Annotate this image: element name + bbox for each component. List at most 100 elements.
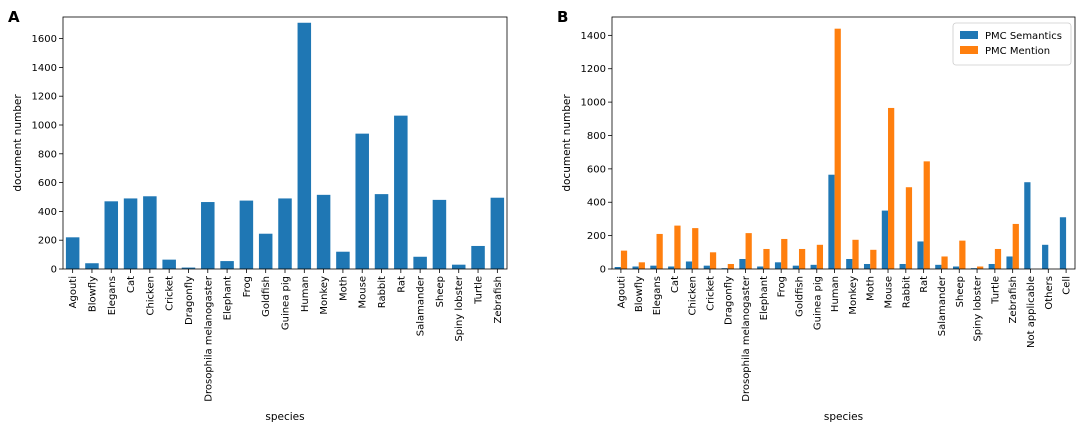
x-tick-label-turtle: Turtle	[990, 276, 1001, 305]
x-tick-label-cricket: Cricket	[165, 276, 176, 311]
x-tick-label-rabbit: Rabbit	[377, 276, 388, 308]
y-tick-label: 200	[587, 231, 606, 242]
bar-document-number-rabbit	[374, 194, 389, 269]
bar-pmc-mention-dragonfly	[727, 263, 734, 269]
x-tick-label-drosophila-melanogaster: Drosophila melanogaster	[203, 275, 214, 402]
bar-document-number-elephant	[220, 261, 234, 269]
y-tick-label: 600	[38, 178, 57, 189]
bar-document-number-sheep	[432, 199, 447, 269]
bar-document-number-cat	[123, 198, 138, 269]
bar-document-number-dragonfly	[181, 267, 196, 269]
bar-pmc-semantics-turtle	[988, 263, 995, 269]
bar-pmc-semantics-others	[1042, 244, 1049, 269]
bar-pmc-mention-blowfly	[638, 262, 645, 269]
y-tick-label: 1000	[581, 98, 606, 109]
x-tick-label-blowfly: Blowfly	[87, 276, 98, 312]
x-tick-label-dragonfly: Dragonfly	[723, 276, 734, 325]
legend-swatch-pmc-semantics	[960, 31, 978, 39]
bar-pmc-mention-elephant	[763, 248, 770, 269]
bar-pmc-mention-elegans	[656, 233, 663, 269]
x-axis-label: species	[824, 411, 863, 423]
bar-pmc-mention-chicken	[692, 228, 699, 269]
bar-pmc-mention-cat	[674, 225, 681, 269]
x-tick-label-frog: Frog	[777, 276, 788, 297]
x-tick-label-human: Human	[300, 276, 311, 312]
bar-pmc-mention-cricket	[709, 252, 717, 269]
bar-pmc-semantics-frog	[774, 262, 782, 269]
x-tick-label-spiny-lobster: Spiny lobster	[973, 275, 984, 341]
bar-pmc-mention-salamander	[941, 256, 948, 269]
bar-pmc-mention-rat	[923, 161, 930, 269]
x-tick-label-goldfish: Goldfish	[261, 276, 272, 317]
x-tick-label-agouti: Agouti	[68, 276, 79, 308]
bar-document-number-cricket	[162, 259, 176, 269]
legend: PMC Semantics PMC Mention	[952, 22, 1072, 66]
y-tick-label: 1600	[32, 34, 57, 45]
x-tick-label-turtle: Turtle	[474, 276, 485, 305]
y-tick-label: 800	[587, 131, 606, 142]
legend-swatch-pmc-mention	[960, 46, 978, 54]
bar-pmc-mention-sheep	[959, 240, 966, 269]
bar-pmc-semantics-human	[828, 174, 835, 269]
bar-pmc-semantics-sheep	[953, 266, 960, 269]
bar-document-number-goldfish	[258, 233, 273, 269]
bar-pmc-mention-drosophila-melanogaster	[745, 233, 752, 269]
bar-pmc-semantics-monkey	[846, 258, 853, 269]
bar-pmc-mention-spiny-lobster	[977, 266, 984, 269]
bar-pmc-semantics-moth	[863, 263, 871, 269]
y-tick-label: 600	[587, 164, 606, 175]
bar-document-number-chicken	[143, 196, 157, 269]
bar-document-number-agouti	[65, 237, 80, 269]
x-tick-label-rat: Rat	[396, 276, 407, 293]
x-tick-label-rabbit: Rabbit	[901, 276, 912, 308]
x-tick-label-zebrafish: Zebrafish	[493, 276, 504, 323]
bar-pmc-mention-frog	[781, 238, 788, 269]
panel-label: A	[8, 8, 20, 26]
bar-pmc-mention-mouse	[888, 107, 895, 269]
bar-pmc-semantics-spiny-lobster	[970, 268, 978, 269]
bar-pmc-semantics-elephant	[757, 266, 764, 269]
bar-document-number-spiny-lobster	[451, 264, 466, 269]
y-tick-label: 1000	[32, 121, 57, 132]
x-tick-label-chicken: Chicken	[688, 276, 699, 316]
bar-pmc-semantics-blowfly	[632, 266, 639, 269]
x-tick-label-mouse: Mouse	[884, 276, 895, 308]
y-tick-label: 400	[587, 198, 606, 209]
x-tick-label-sheep: Sheep	[955, 276, 966, 307]
bar-document-number-frog	[239, 200, 254, 269]
x-tick-label-cat: Cat	[126, 276, 137, 293]
bar-pmc-semantics-salamander	[935, 264, 942, 269]
bar-document-number-mouse	[355, 133, 369, 269]
bar-pmc-mention-guinea-pig	[816, 244, 824, 269]
x-axis-label: species	[265, 411, 304, 423]
x-tick-label-cell: Cell	[1062, 276, 1073, 295]
bar-pmc-mention-human	[834, 28, 841, 270]
bar-document-number-monkey	[316, 194, 331, 269]
x-tick-label-frog: Frog	[242, 276, 253, 297]
y-axis-label: document number	[12, 94, 24, 192]
chart-panel-b: B 0 200 400 600 800 1000 1200 1400 Agouti Blowfly E…	[557, 8, 1076, 423]
bar-pmc-mention-zebrafish	[1012, 223, 1019, 269]
bar-pmc-mention-moth	[870, 249, 877, 269]
bar-pmc-semantics-rabbit	[899, 263, 906, 269]
x-tick-label-elegans: Elegans	[652, 276, 663, 315]
bar-pmc-mention-agouti	[620, 250, 628, 269]
x-tick-label-rat: Rat	[919, 276, 930, 293]
bar-document-number-drosophila-melanogaster	[201, 202, 215, 269]
y-tick-label: 200	[38, 236, 57, 247]
y-tick-label: 0	[600, 265, 606, 276]
bar-document-number-guinea-pig	[278, 198, 292, 269]
bar-pmc-semantics-elegans	[650, 265, 657, 269]
bar-pmc-mention-goldfish	[798, 248, 806, 269]
x-tick-label-not-applicable: Not applicable	[1026, 276, 1037, 348]
bar-pmc-semantics-not-applicable	[1024, 182, 1031, 269]
x-tick-label-monkey: Monkey	[319, 276, 330, 315]
x-tick-label-cat: Cat	[670, 276, 681, 293]
x-tick-label-salamander: Salamander	[416, 275, 427, 336]
bar-pmc-mention-turtle	[994, 248, 1002, 269]
bar-document-number-zebrafish	[490, 197, 505, 269]
x-tick-label-others: Others	[1044, 276, 1055, 310]
bar-document-number-human	[297, 22, 312, 270]
bar-pmc-semantics-cat	[668, 266, 675, 269]
